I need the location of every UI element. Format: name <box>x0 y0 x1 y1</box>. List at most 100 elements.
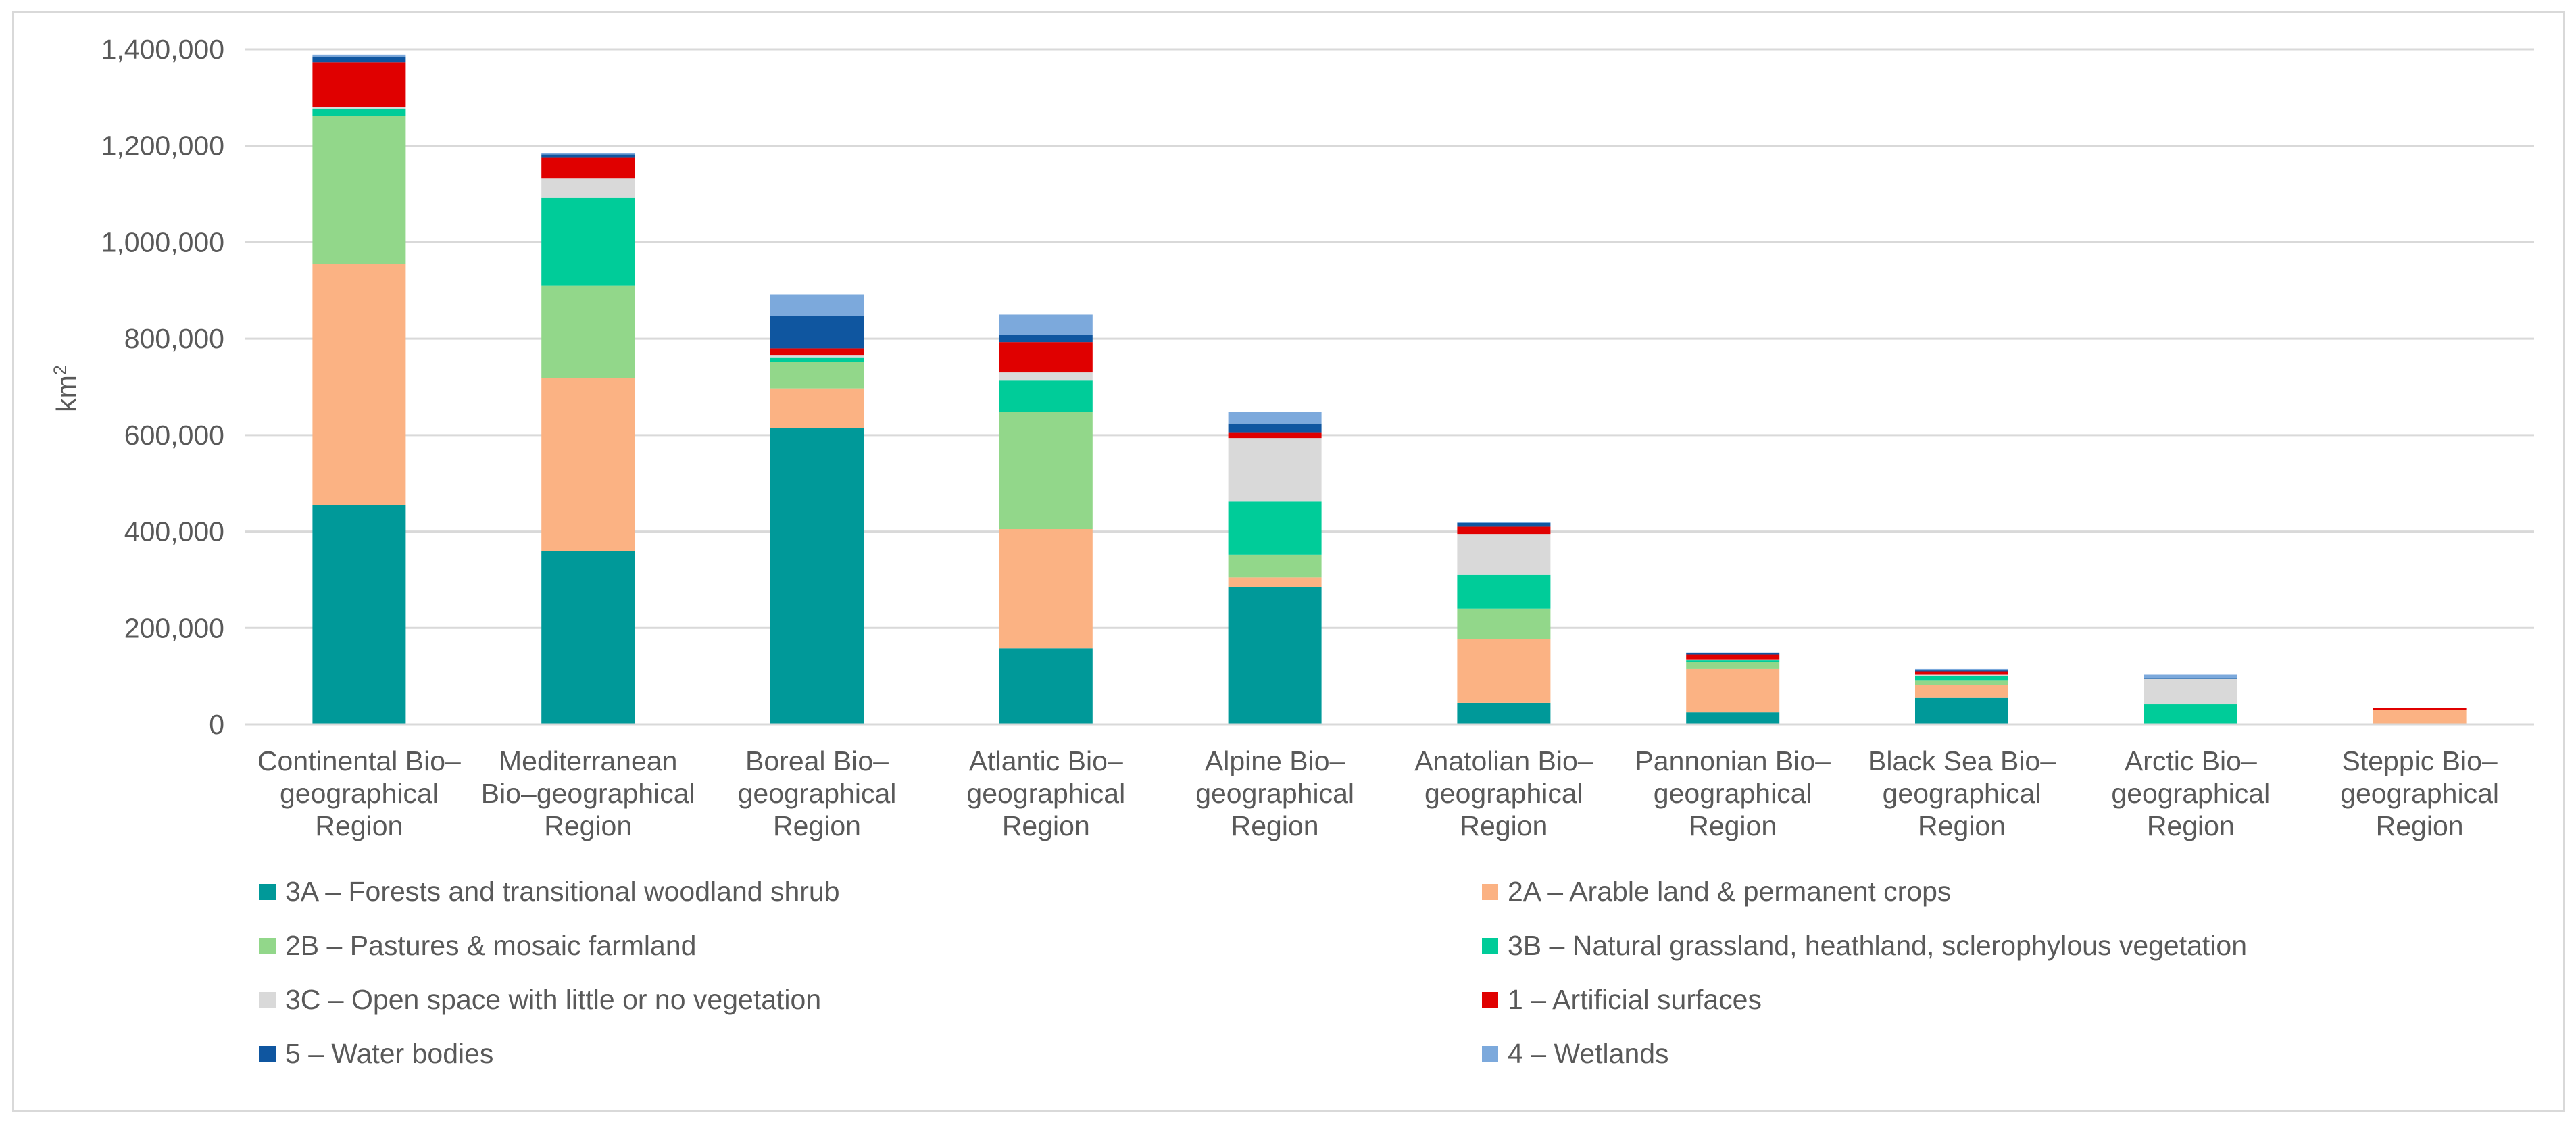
x-category-label: Region <box>315 810 403 841</box>
bar-segment <box>541 157 635 179</box>
x-category-label: Alpine Bio– <box>1205 745 1345 776</box>
bar-segment <box>541 197 635 286</box>
bar-segment <box>1686 660 1780 662</box>
x-category-label: Region <box>1689 810 1777 841</box>
y-tick-label: 1,400,000 <box>101 34 224 65</box>
legend-item: 2B – Pastures & mosaic farmland <box>259 930 696 962</box>
bar-segment <box>2144 678 2237 705</box>
bar-segment <box>1915 676 2008 681</box>
y-tick-label: 400,000 <box>124 516 224 547</box>
labels: 0 200,000 400,000 600,000 800,000 1,000,000 1,… <box>50 34 2499 841</box>
legend-item: 5 – Water bodies <box>259 1038 493 1070</box>
x-category-label: Region <box>1918 810 2006 841</box>
legend-label: 3B – Natural grassland, heathland, scler… <box>1508 930 2248 961</box>
y-tick-label: 1,000,000 <box>101 226 224 257</box>
legend-swatch <box>1482 937 1498 954</box>
bar-segment <box>1686 712 1780 724</box>
x-category-label: Atlantic Bio– <box>969 745 1123 776</box>
bar-segment <box>770 362 864 389</box>
bar-segment <box>1457 574 1551 609</box>
x-category-label: Boreal Bio– <box>745 745 889 776</box>
x-category-label: geographical <box>1195 778 1354 809</box>
bar-segment <box>1457 608 1551 639</box>
legend-item: 2A – Arable land & permanent crops <box>1482 876 1951 908</box>
x-category-label: geographical <box>1654 778 1812 809</box>
x-category-label: geographical <box>2111 778 2270 809</box>
y-axis-title-base: km <box>51 375 82 412</box>
legend-label: 3C – Open space with little or no vegeta… <box>285 984 822 1015</box>
y-axis-title: km2 <box>50 365 82 412</box>
bar-segment <box>1457 702 1551 724</box>
x-category-label: Mediterranean <box>499 745 677 776</box>
bar-segment <box>1457 534 1551 575</box>
legend-swatch <box>259 1045 276 1062</box>
bar-segment <box>1915 697 2008 724</box>
bar-segment <box>1915 674 2008 676</box>
bar-segment <box>770 355 864 358</box>
legend-swatch <box>259 937 276 954</box>
legend-swatch <box>259 991 276 1008</box>
x-category-label: Region <box>544 810 632 841</box>
bar-segment <box>1228 577 1322 587</box>
bar-segment <box>999 412 1093 530</box>
bar-segment <box>2144 678 2237 679</box>
bar-segment <box>1457 522 1551 523</box>
bar-segment <box>312 56 406 63</box>
bars <box>312 54 2467 724</box>
x-category-label: Continental Bio– <box>257 745 461 776</box>
y-tick-label: 600,000 <box>124 420 224 451</box>
legend-item: 4 – Wetlands <box>1482 1038 1669 1070</box>
bar-segment <box>312 54 406 57</box>
x-category-label: Anatolian Bio– <box>1414 745 1593 776</box>
bar-segment <box>2373 708 2467 710</box>
bar-segment <box>541 153 635 155</box>
legend-swatch <box>1482 883 1498 900</box>
bar-segment <box>999 335 1093 343</box>
bar-segment <box>1915 670 2008 672</box>
legend-label: 2A – Arable land & permanent crops <box>1508 876 1952 907</box>
bar-segment <box>1915 671 2008 675</box>
bar-segment <box>541 378 635 551</box>
bar-segment <box>999 529 1093 649</box>
bar-segment <box>312 264 406 505</box>
bar-segment <box>770 357 864 362</box>
x-category-label: Region <box>773 810 861 841</box>
bar-segment <box>1228 438 1322 502</box>
y-tick-label: 1,200,000 <box>101 130 224 162</box>
x-category-label: Steppic Bio– <box>2342 745 2497 776</box>
bar-segment <box>541 551 635 724</box>
x-category-label: Pannonian Bio– <box>1635 745 1831 776</box>
bar-segment <box>1457 526 1551 535</box>
bar-segment <box>1686 653 1780 655</box>
bar-segment <box>1457 522 1551 527</box>
bar-segment <box>770 348 864 356</box>
bar-segment <box>770 388 864 428</box>
bar-segment <box>1228 554 1322 578</box>
x-category-label: geographical <box>1883 778 2041 809</box>
bar-segment <box>770 428 864 724</box>
legend-swatch <box>1482 1045 1498 1062</box>
y-tick-label: 200,000 <box>124 612 224 643</box>
x-category-label: Region <box>2147 810 2235 841</box>
y-axis-title-superscript: 2 <box>50 365 70 375</box>
x-category-label: geographical <box>280 778 439 809</box>
x-category-label: Region <box>1002 810 1090 841</box>
y-tick-label: 800,000 <box>124 323 224 354</box>
bar-segment <box>541 154 635 158</box>
bar-segment <box>1686 662 1780 669</box>
bar-segment <box>1686 654 1780 660</box>
bar-segment <box>541 285 635 378</box>
bar-segment <box>999 342 1093 373</box>
legend-label: 3A – Forests and transitional woodland s… <box>285 876 840 907</box>
x-category-label: Region <box>1231 810 1319 841</box>
bar-segment <box>2373 710 2467 724</box>
x-category-label: geographical <box>2340 778 2499 809</box>
bar-segment <box>999 372 1093 381</box>
bar-segment <box>2144 674 2237 679</box>
bar-segment <box>541 178 635 198</box>
bar-segment <box>1915 685 2008 698</box>
x-category-label: Black Sea Bio– <box>1868 745 2056 776</box>
x-category-label: Arctic Bio– <box>2125 745 2257 776</box>
x-category-label: geographical <box>738 778 897 809</box>
bar-segment <box>312 108 406 116</box>
